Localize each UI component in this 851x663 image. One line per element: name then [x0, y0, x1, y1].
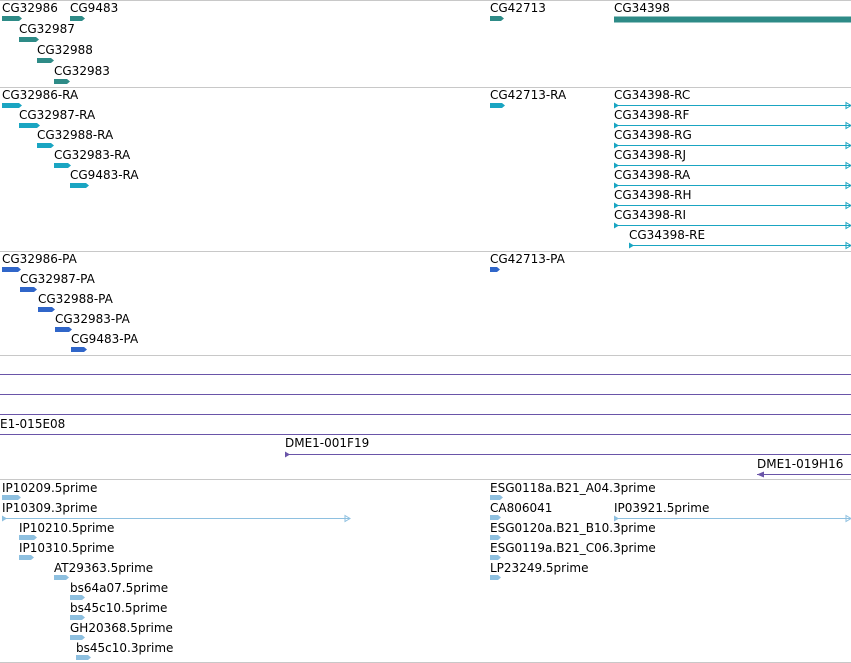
feature-label-ip10210-5prime[interactable]: IP10210.5prime [19, 521, 115, 535]
feature-label-cg34398-ri[interactable]: CG34398-RI [614, 208, 687, 222]
feature-label-cg42713-ra[interactable]: CG42713-RA [490, 88, 567, 102]
feature-label-cg32987-ra[interactable]: CG32987-RA [19, 108, 96, 122]
feature-label-cg34398-rh[interactable]: CG34398-RH [614, 188, 692, 202]
feature-label-cg9483-pa[interactable]: CG9483-PA [71, 332, 139, 346]
feature-label-ca806041[interactable]: CA806041 [490, 501, 553, 515]
feature-label-cg34398-rf[interactable]: CG34398-RF [614, 108, 690, 122]
track-separator [0, 251, 851, 252]
feature-label-cg32986-pa[interactable]: CG32986-PA [2, 252, 77, 266]
feature-label-cg34398-rc[interactable]: CG34398-RC [614, 88, 691, 102]
feature-label-lp23249-5prime[interactable]: LP23249.5prime [490, 561, 589, 575]
track-separator [0, 0, 851, 1]
feature-label-cg34398-rj[interactable]: CG34398-RJ [614, 148, 687, 162]
feature-label-cg32987-pa[interactable]: CG32987-PA [20, 272, 95, 286]
track-separator [0, 479, 851, 480]
feature-label-cg9483-ra[interactable]: CG9483-RA [70, 168, 139, 182]
feature-label-cg9483[interactable]: CG9483 [70, 1, 119, 15]
feature-label-cg32983[interactable]: CG32983 [54, 64, 110, 78]
feature-label-esg0120a-b21-b10-3prime[interactable]: ESG0120a.B21_B10.3prime [490, 521, 656, 535]
feature-label-cg42713[interactable]: CG42713 [490, 1, 546, 15]
track-separator [0, 355, 851, 356]
feature-label-cg32986-ra[interactable]: CG32986-RA [2, 88, 79, 102]
feature-label-esg0119a-b21-c06-3prime[interactable]: ESG0119a.B21_C06.3prime [490, 541, 656, 555]
feature-label-at29363-5prime[interactable]: AT29363.5prime [54, 561, 154, 575]
feature-label-cg34398-re[interactable]: CG34398-RE [629, 228, 706, 242]
feature-label-gh20368-5prime[interactable]: GH20368.5prime [70, 621, 173, 635]
feature-label-dme1-001f19[interactable]: DME1-001F19 [285, 436, 370, 450]
feature-label-cg32988-ra[interactable]: CG32988-RA [37, 128, 114, 142]
feature-label-cg32988-pa[interactable]: CG32988-PA [38, 292, 113, 306]
feature-label-cg32983-ra[interactable]: CG32983-RA [54, 148, 131, 162]
feature-label-bs45c10-5prime[interactable]: bs45c10.5prime [70, 601, 168, 615]
feature-label-cg32987[interactable]: CG32987 [19, 22, 75, 36]
feature-label-cg34398-ra[interactable]: CG34398-RA [614, 168, 691, 182]
feature-label-ip10309-3prime[interactable]: IP10309.3prime [2, 501, 98, 515]
feature-label-ip03921-5prime[interactable]: IP03921.5prime [614, 501, 710, 515]
feature-label-bs64a07-5prime[interactable]: bs64a07.5prime [70, 581, 169, 595]
feature-label-cg32988[interactable]: CG32988 [37, 43, 93, 57]
feature-label-e1-015e08[interactable]: E1-015E08 [0, 417, 66, 431]
feature-label-bs45c10-3prime[interactable]: bs45c10.3prime [76, 641, 174, 655]
feature-label-ip10310-5prime[interactable]: IP10310.5prime [19, 541, 115, 555]
track-separator [0, 87, 851, 88]
feature-label-cg32983-pa[interactable]: CG32983-PA [55, 312, 130, 326]
feature-label-esg0118a-b21-a04-3prime[interactable]: ESG0118a.B21_A04.3prime [490, 481, 656, 495]
feature-label-ip10209-5prime[interactable]: IP10209.5prime [2, 481, 98, 495]
feature-label-cg32986[interactable]: CG32986 [2, 1, 58, 15]
feature-label-cg34398-rg[interactable]: CG34398-RG [614, 128, 692, 142]
feature-label-dme1-019h16[interactable]: DME1-019H16 [757, 457, 844, 471]
feature-label-cg42713-pa[interactable]: CG42713-PA [490, 252, 565, 266]
feature-label-cg34398[interactable]: CG34398 [614, 1, 670, 15]
